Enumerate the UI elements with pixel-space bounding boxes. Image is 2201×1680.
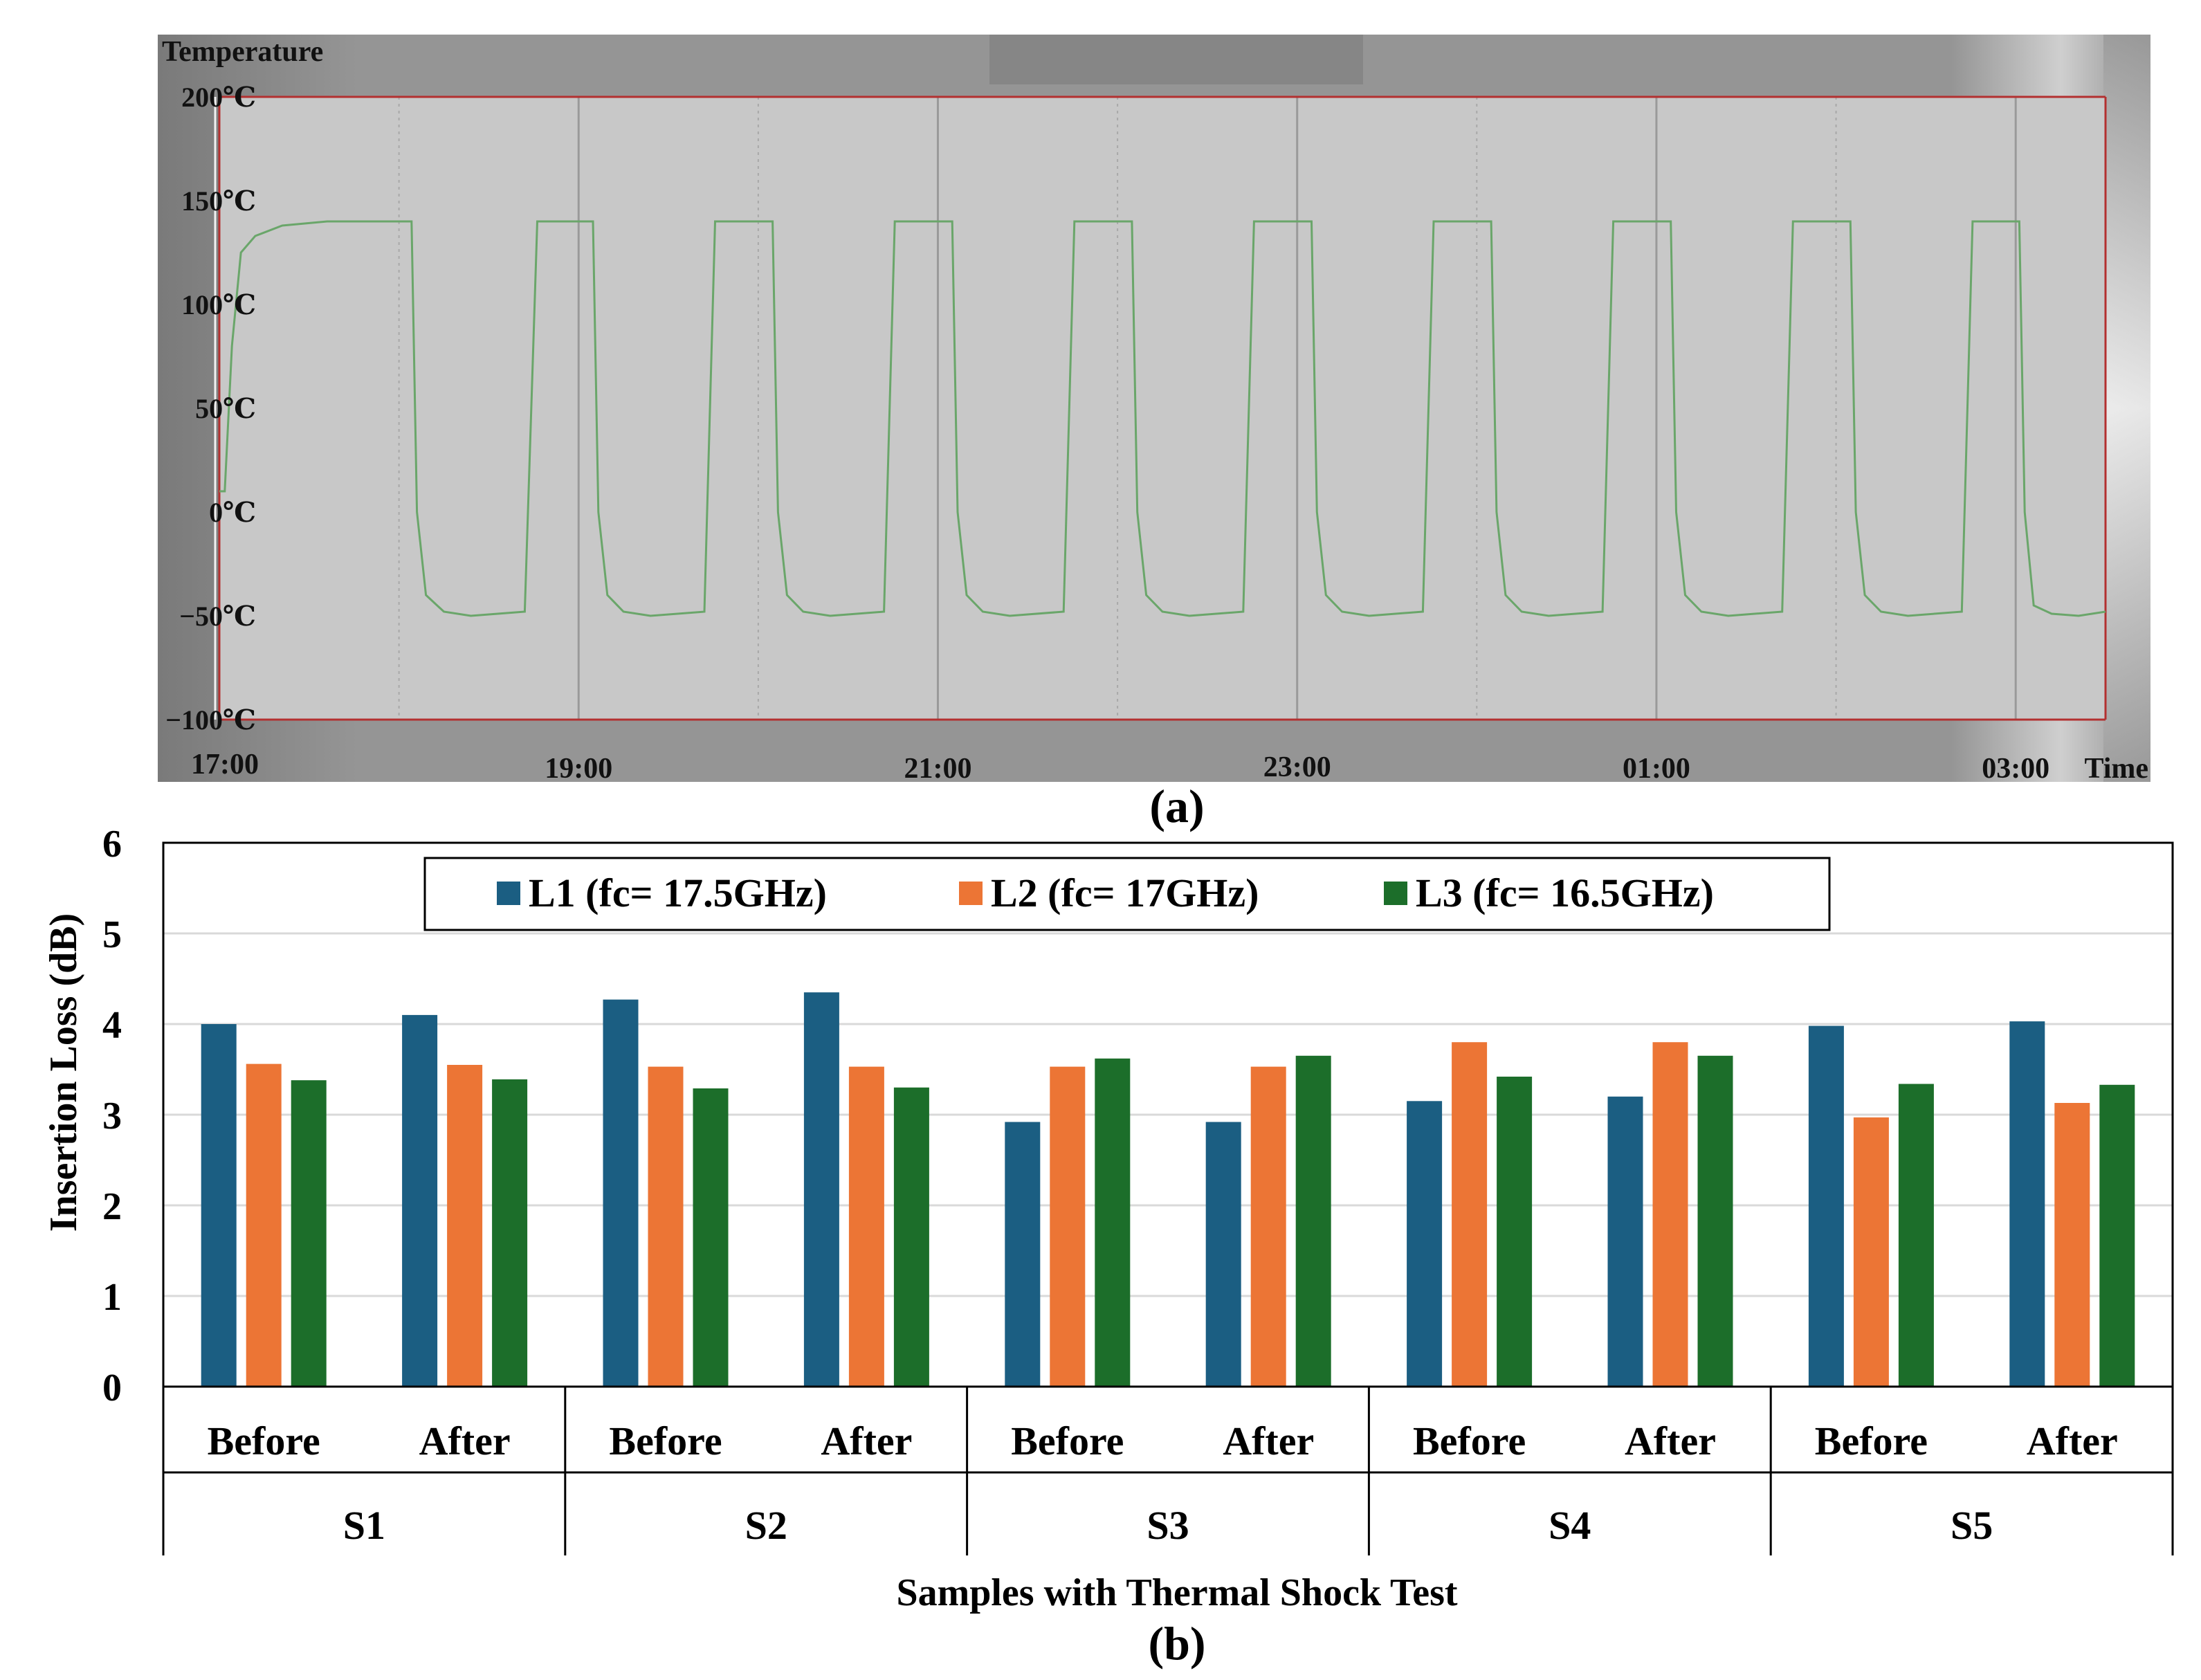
y-tick-label: 100℃ <box>181 289 256 320</box>
bar-l3 <box>893 1087 929 1387</box>
x-tick-label: 19:00 <box>545 753 612 785</box>
y-tick-label: −100℃ <box>165 704 256 736</box>
bar-l1 <box>803 992 839 1387</box>
y-axis-title: Temperature <box>162 36 323 68</box>
y-tick-label: 0 <box>102 1367 122 1409</box>
legend-label: L3 (fc= 16.5GHz) <box>1416 870 1714 915</box>
x-group-label: S3 <box>1147 1503 1189 1548</box>
y-tick-label: 4 <box>102 1004 122 1047</box>
bar-l1 <box>201 1024 237 1387</box>
x-category-labels: Before After Before After Before After Before A… <box>208 1418 2118 1463</box>
y-tick-label: 3 <box>102 1095 122 1138</box>
legend-box <box>423 857 1831 931</box>
x-group-labels: S1 S2 S3 S4 S5 <box>343 1503 1993 1548</box>
x-category-label: Before <box>1815 1418 1928 1463</box>
x-group-label: S4 <box>1549 1503 1591 1548</box>
x-category-label: Before <box>208 1418 320 1463</box>
y-tick-label: 6 <box>102 823 122 866</box>
x-axis-title: Samples with Thermal Shock Test <box>896 1571 1457 1614</box>
y-tick-labels: 0 1 2 3 4 5 6 <box>102 823 122 1409</box>
bar-l2 <box>1452 1042 1488 1387</box>
grid-lines <box>398 97 2017 720</box>
y-tick-label: 2 <box>102 1185 122 1228</box>
bar-l2 <box>1853 1117 1889 1387</box>
bar-l3 <box>291 1080 327 1387</box>
bar-l3 <box>1295 1055 1331 1387</box>
plot-frame <box>162 841 2174 1388</box>
bar-l1 <box>1205 1122 1241 1387</box>
x-group-label: S5 <box>1951 1503 1993 1548</box>
y-tick-label: −50℃ <box>179 601 256 632</box>
x-category-label: After <box>1625 1418 1716 1463</box>
bar-l2 <box>447 1065 483 1387</box>
bar-l1 <box>1005 1122 1041 1387</box>
x-category-label: After <box>1223 1418 1314 1463</box>
bar-l1 <box>402 1014 438 1387</box>
x-category-label: Before <box>609 1418 722 1463</box>
legend-label: L1 (fc= 17.5GHz) <box>529 870 827 915</box>
bar-l2 <box>2054 1103 2090 1387</box>
bars <box>201 992 2135 1387</box>
y-tick-label: 5 <box>102 913 122 956</box>
x-group-label: S2 <box>745 1503 787 1548</box>
bar-l3 <box>1095 1058 1131 1387</box>
bar-l2 <box>1250 1066 1286 1387</box>
legend-swatch <box>1384 882 1407 905</box>
panel-a-label: (a) <box>1149 780 1204 832</box>
y-tick-label: 200℃ <box>181 82 256 113</box>
bar-l3 <box>693 1088 729 1387</box>
bar-l1 <box>2009 1021 2045 1387</box>
bar-l1 <box>1808 1025 1844 1387</box>
bar-l1 <box>603 999 639 1387</box>
x-category-label: Before <box>1011 1418 1124 1463</box>
bar-l2 <box>848 1066 884 1387</box>
x-category-label: After <box>419 1418 511 1463</box>
bar-l3 <box>2099 1084 2135 1387</box>
legend-label: L2 (fc= 17GHz) <box>991 870 1259 915</box>
bar-l2 <box>246 1063 282 1387</box>
y-tick-labels: 200℃ 150℃ 100℃ 50℃ 0℃ −50℃ −100℃ <box>165 82 256 736</box>
x-category-label: Before <box>1413 1418 1526 1463</box>
title-bar-shade <box>989 35 1363 84</box>
bar-l1 <box>1607 1096 1643 1387</box>
bar-l2 <box>1652 1042 1688 1387</box>
y-tick-label: 150℃ <box>181 185 256 217</box>
legend-swatch <box>497 882 520 905</box>
panel-b-label: (b) <box>1148 1617 1205 1670</box>
x-category-label: After <box>2027 1418 2118 1463</box>
x-tick-label: 01:00 <box>1623 753 1690 785</box>
temperature-series-line <box>219 220 2106 617</box>
x-axis-title: Time <box>2084 753 2148 785</box>
y-axis-title: Insertion Loss (dB) <box>42 913 85 1232</box>
bar-l3 <box>1497 1077 1533 1387</box>
x-group-label: S1 <box>343 1503 385 1548</box>
x-tick-label: 17:00 <box>191 749 259 780</box>
insertion-loss-chart: 0 1 2 3 4 5 6 Before After Before After Before Afte… <box>42 823 2174 1614</box>
bar-l2 <box>648 1066 684 1387</box>
legend: L1 (fc= 17.5GHz) L2 (fc= 17GHz) L3 (fc= 16… <box>423 857 1831 931</box>
y-tick-label: 1 <box>102 1276 122 1319</box>
bar-l3 <box>1898 1084 1934 1387</box>
axes <box>162 841 2174 1555</box>
x-tick-label: 03:00 <box>1982 753 2049 785</box>
x-category-label: After <box>821 1418 912 1463</box>
legend-swatch <box>959 882 983 905</box>
x-tick-label: 23:00 <box>1263 751 1331 783</box>
chart-frame-right-highlight <box>2103 35 2150 782</box>
plot-area <box>219 97 2106 720</box>
y-tick-label: 0℃ <box>209 497 256 528</box>
bar-l1 <box>1407 1101 1443 1387</box>
temperature-chart: Temperature 200℃ 150℃ 100℃ 50℃ 0℃ −50℃ −100℃ 1… <box>158 35 2150 785</box>
bar-l3 <box>492 1079 528 1387</box>
bar-l3 <box>1697 1055 1733 1387</box>
x-tick-labels: 17:00 19:00 21:00 23:00 01:00 03:00 <box>191 749 2049 785</box>
bar-l2 <box>1050 1066 1086 1387</box>
y-tick-label: 50℃ <box>195 393 256 424</box>
x-tick-label: 21:00 <box>904 753 971 785</box>
